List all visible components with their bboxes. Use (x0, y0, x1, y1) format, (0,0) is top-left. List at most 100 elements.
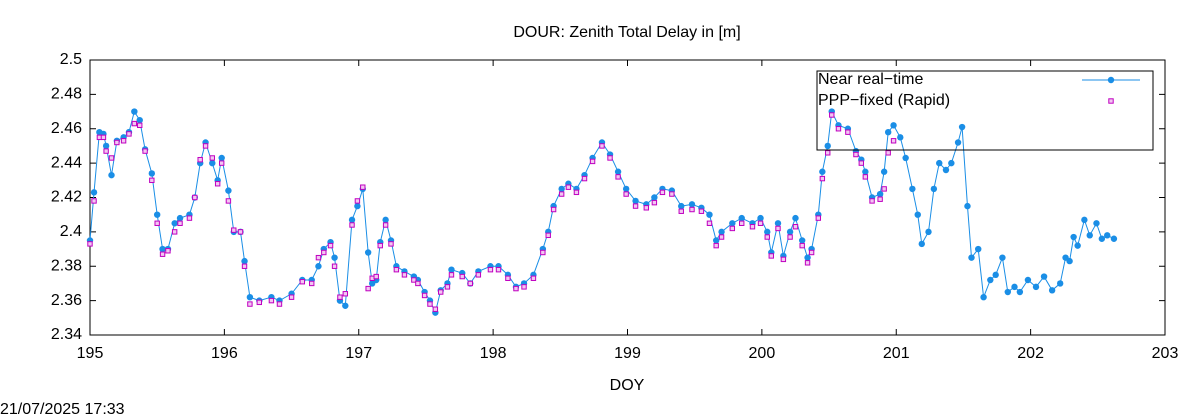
data-point (100, 134, 107, 141)
data-point (1011, 283, 1018, 291)
data-point (881, 186, 887, 192)
data-point (824, 142, 831, 150)
data-point (247, 301, 253, 307)
data-point (589, 158, 596, 165)
data-point (545, 232, 551, 239)
data-point (448, 266, 455, 273)
data-point (540, 249, 546, 256)
data-point (256, 299, 263, 306)
y-tick-label: 2.34 (51, 326, 82, 343)
data-point (787, 234, 793, 240)
data-point (505, 275, 511, 281)
data-point (153, 211, 161, 218)
x-tick-label: 201 (883, 345, 910, 362)
data-point (829, 112, 835, 118)
data-point (159, 251, 166, 257)
data-point (331, 263, 338, 269)
data-point (698, 208, 705, 214)
data-point (276, 301, 283, 307)
data-point (565, 184, 572, 190)
data-point (897, 134, 904, 141)
x-tick-label: 198 (480, 345, 507, 362)
y-tick-label: 2.48 (51, 86, 82, 103)
data-point (877, 196, 883, 202)
data-point (632, 197, 639, 205)
data-point (108, 155, 115, 161)
data-point (669, 191, 675, 197)
data-point (348, 216, 356, 224)
data-point (757, 220, 764, 226)
data-point (992, 271, 999, 279)
data-point (487, 266, 494, 273)
data-point (999, 254, 1006, 261)
data-point (581, 175, 588, 182)
y-tick-label: 2.36 (51, 292, 82, 309)
data-point (149, 177, 155, 184)
data-point (954, 139, 962, 146)
data-point (209, 159, 216, 167)
data-point (1104, 232, 1111, 239)
y-tick-label: 2.4 (60, 223, 82, 240)
data-point (659, 189, 666, 196)
data-point (177, 220, 183, 226)
data-point (354, 202, 361, 210)
data-point (689, 206, 695, 213)
data-point (1024, 276, 1032, 284)
data-point (573, 189, 580, 196)
data-point (377, 242, 383, 249)
data-point (815, 215, 822, 221)
legend-label: PPP−fixed (Rapid) (818, 92, 950, 109)
data-point (365, 285, 371, 292)
data-point (804, 260, 811, 266)
data-point (858, 160, 865, 166)
y-tick-label: 2.42 (51, 189, 82, 206)
data-point (558, 191, 565, 197)
data-point (354, 198, 361, 204)
data-point (241, 263, 248, 269)
x-tick-label: 200 (749, 345, 776, 362)
data-point (862, 174, 869, 180)
data-point (713, 242, 719, 249)
data-point (321, 249, 327, 256)
y-tick-label: 2.46 (51, 120, 82, 137)
data-point (819, 168, 826, 175)
data-point (599, 143, 605, 149)
chart-title: DOUR: Zenith Total Delay in [m] (513, 24, 740, 41)
data-point (862, 168, 869, 175)
data-point (475, 272, 482, 278)
data-point (749, 224, 756, 230)
data-point (382, 222, 389, 228)
data-point (131, 108, 138, 115)
data-point (268, 297, 275, 304)
data-point (987, 276, 994, 284)
data-point (1086, 232, 1093, 239)
data-point (632, 203, 639, 209)
data-point (411, 277, 417, 283)
data-point (1110, 235, 1118, 242)
data-point (218, 160, 225, 166)
data-point (925, 228, 932, 236)
data-point (678, 208, 684, 214)
data-point (192, 194, 198, 201)
data-point (342, 291, 349, 297)
data-point (364, 249, 372, 256)
data-point (154, 220, 160, 226)
data-point (835, 126, 842, 132)
data-point (1098, 235, 1106, 242)
data-point (131, 120, 138, 127)
data-point (136, 116, 143, 124)
data-point (401, 272, 408, 278)
data-point (327, 242, 334, 249)
data-point (764, 234, 770, 240)
data-point (171, 220, 178, 227)
data-point (467, 280, 473, 287)
data-point (869, 198, 875, 204)
data-point (231, 227, 237, 233)
data-point (309, 280, 315, 287)
data-point (288, 294, 295, 300)
data-point (890, 138, 897, 144)
data-point (186, 215, 193, 221)
data-point (622, 185, 630, 193)
data-point (237, 229, 244, 235)
x-axis-label: DOY (610, 377, 645, 394)
